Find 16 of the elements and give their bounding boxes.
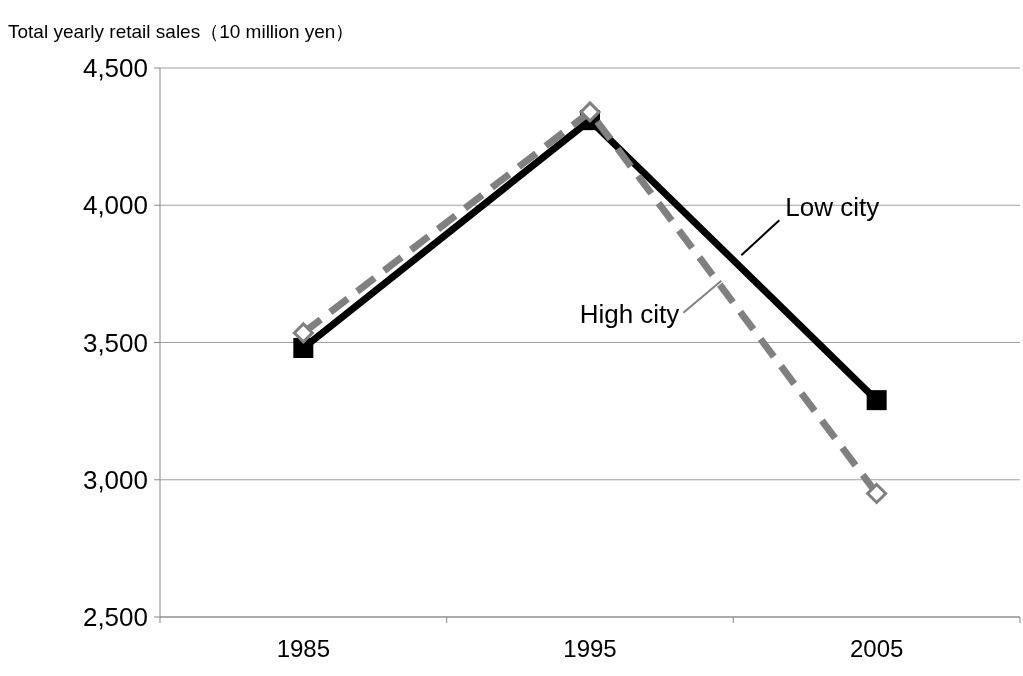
point bbox=[292, 322, 314, 344]
point bbox=[866, 482, 888, 504]
x-tick-label: 1995 bbox=[563, 635, 617, 662]
legend-label: High city bbox=[579, 298, 680, 329]
y-tick-label: 2,500 bbox=[82, 602, 148, 632]
point bbox=[866, 390, 887, 411]
y-tick-label: 4,500 bbox=[82, 53, 148, 83]
point bbox=[293, 337, 314, 358]
y-tick-label: 3,500 bbox=[82, 327, 148, 358]
x-tick-label: 2005 bbox=[849, 635, 904, 662]
text: Low city bbox=[785, 192, 880, 223]
y-tick-label: 3,000 bbox=[82, 464, 148, 495]
x-tick-label: 1985 bbox=[276, 635, 331, 662]
y-axis-title: Total yearly retail sales（10 million yen） bbox=[8, 21, 355, 42]
y-tick-label: 4,000 bbox=[82, 190, 148, 221]
point bbox=[579, 101, 601, 123]
